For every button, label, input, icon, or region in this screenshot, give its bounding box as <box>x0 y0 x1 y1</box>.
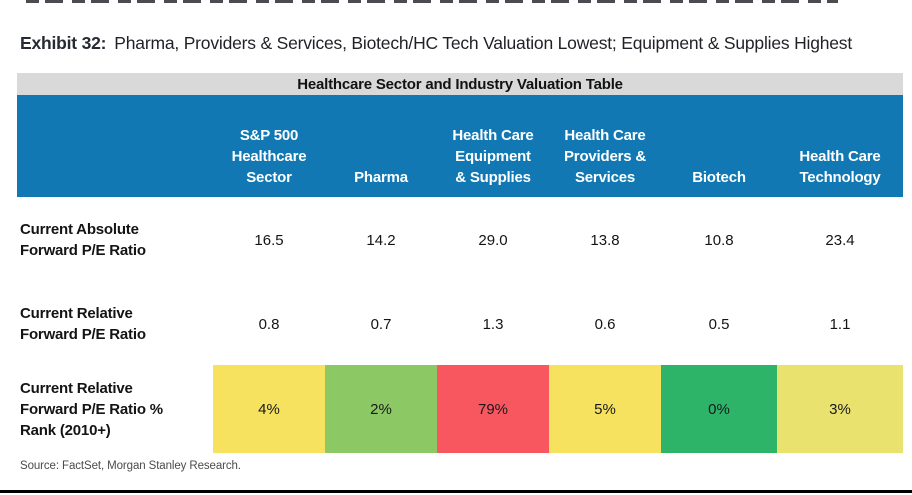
clipped-text-fragments <box>26 0 838 3</box>
header-cell-equipment-supplies: Health Care Equipment & Supplies <box>452 127 534 186</box>
cell-value: 0.8 <box>258 315 280 333</box>
rank-cell-3: 5% <box>549 365 661 453</box>
rank-cell-4: 0% <box>661 365 777 453</box>
table-title-bar: Healthcare Sector and Industry Valuation… <box>17 73 903 95</box>
row-label: Current Absolute Forward P/E Ratio <box>20 221 146 259</box>
table-row-percentile-rank: Current Relative Forward P/E Ratio % Ran… <box>17 365 903 453</box>
exhibit-title-text: Pharma, Providers & Services, Biotech/HC… <box>114 32 853 53</box>
cell-value: 10.8 <box>704 231 734 249</box>
header-cell-biotech: Biotech <box>692 169 746 186</box>
cell-value: 23.4 <box>825 231 855 249</box>
table-row-absolute-forward-pe: Current Absolute Forward P/E Ratio 16.5 … <box>17 197 903 283</box>
table-header-row: S&P 500 Healthcare Sector Pharma Health … <box>17 95 903 197</box>
cell-value: 1.3 <box>482 315 504 333</box>
rank-cell-5: 3% <box>777 365 903 453</box>
cell-value: 14.2 <box>366 231 396 249</box>
header-cell-providers-services: Health Care Providers & Services <box>564 127 646 186</box>
exhibit-number-label: Exhibit 32: <box>20 32 107 53</box>
header-cell-pharma: Pharma <box>354 169 408 186</box>
rank-cell-1: 2% <box>325 365 437 453</box>
cell-value: 0.5 <box>708 315 730 333</box>
rank-cell-0: 4% <box>213 365 325 453</box>
valuation-table: Healthcare Sector and Industry Valuation… <box>17 73 903 453</box>
table-row-relative-forward-pe: Current Relative Forward P/E Ratio 0.8 0… <box>17 283 903 365</box>
cell-value: 16.5 <box>254 231 284 249</box>
rank-cell-2: 79% <box>437 365 549 453</box>
cell-value: 29.0 <box>478 231 508 249</box>
header-cell-hc-technology: Health Care Technology <box>799 148 881 186</box>
page-bottom-rule <box>0 490 912 493</box>
row-label: Current Relative Forward P/E Ratio <box>20 305 146 343</box>
cell-value: 0.7 <box>370 315 392 333</box>
header-cell-empty <box>17 95 213 197</box>
cell-value: 13.8 <box>590 231 620 249</box>
row-label: Current Relative Forward P/E Ratio % Ran… <box>20 379 163 439</box>
exhibit-title: Exhibit 32: Pharma, Providers & Services,… <box>20 30 882 56</box>
source-note: Source: FactSet, Morgan Stanley Research… <box>20 460 241 472</box>
cell-value: 0.6 <box>594 315 616 333</box>
cell-value: 1.1 <box>829 315 851 333</box>
header-cell-sp500-healthcare-sector: S&P 500 Healthcare Sector <box>231 127 307 186</box>
